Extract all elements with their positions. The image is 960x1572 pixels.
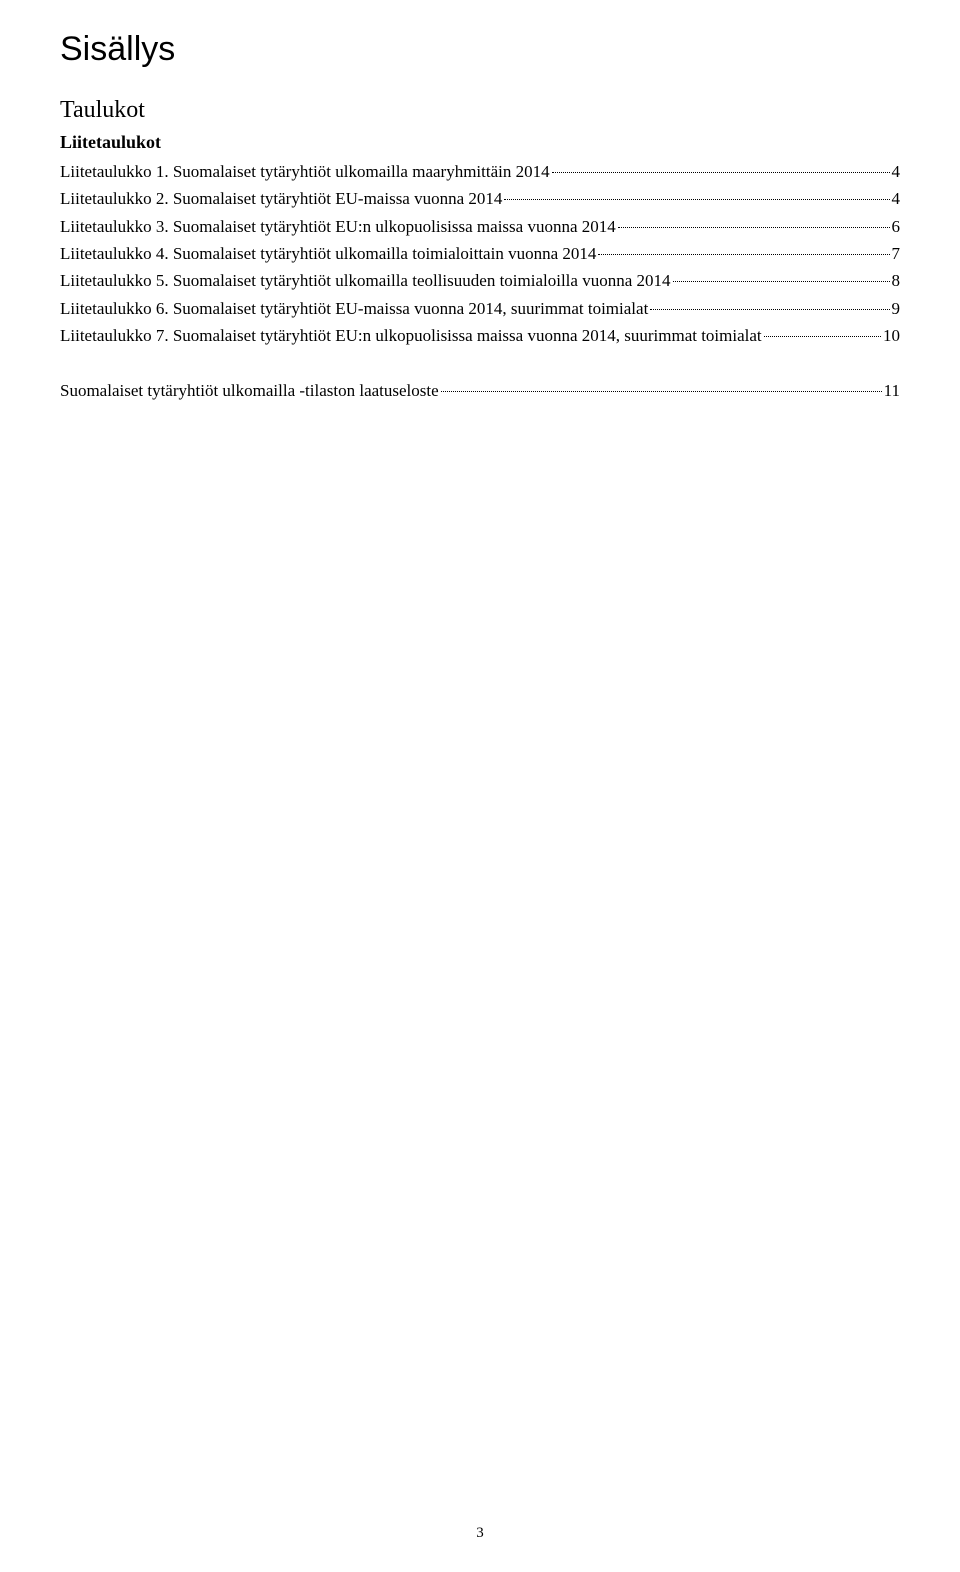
subsection-heading-liitetaulukot: Liitetaulukot bbox=[60, 132, 900, 153]
toc-dots bbox=[598, 254, 889, 255]
toc-entry: Liitetaulukko 5. Suomalaiset tytäryhtiöt… bbox=[60, 268, 900, 294]
toc-label: Liitetaulukko 6. Suomalaiset tytäryhtiöt… bbox=[60, 296, 648, 322]
page-number: 3 bbox=[476, 1525, 484, 1542]
toc-page: 9 bbox=[892, 296, 901, 322]
toc-dots bbox=[441, 391, 882, 392]
page-title: Sisällys bbox=[60, 30, 900, 69]
toc-label: Liitetaulukko 2. Suomalaiset tytäryhtiöt… bbox=[60, 186, 502, 212]
toc-entry: Liitetaulukko 7. Suomalaiset tytäryhtiöt… bbox=[60, 323, 900, 349]
toc-entry: Liitetaulukko 6. Suomalaiset tytäryhtiöt… bbox=[60, 296, 900, 322]
toc-dots bbox=[764, 336, 881, 337]
appendix-label: Suomalaiset tytäryhtiöt ulkomailla -tila… bbox=[60, 378, 439, 404]
toc-entry: Liitetaulukko 1. Suomalaiset tytäryhtiöt… bbox=[60, 159, 900, 185]
appendix-page: 11 bbox=[884, 378, 900, 404]
toc-page: 10 bbox=[883, 323, 900, 349]
toc-label: Liitetaulukko 3. Suomalaiset tytäryhtiöt… bbox=[60, 214, 616, 240]
toc-page: 7 bbox=[892, 241, 901, 267]
toc-page: 4 bbox=[892, 186, 901, 212]
toc-entry: Liitetaulukko 4. Suomalaiset tytäryhtiöt… bbox=[60, 241, 900, 267]
toc-page: 4 bbox=[892, 159, 901, 185]
toc-page: 8 bbox=[892, 268, 901, 294]
toc-dots bbox=[552, 172, 890, 173]
toc-entry: Liitetaulukko 3. Suomalaiset tytäryhtiöt… bbox=[60, 214, 900, 240]
toc-entry: Liitetaulukko 2. Suomalaiset tytäryhtiöt… bbox=[60, 186, 900, 212]
toc-label: Liitetaulukko 7. Suomalaiset tytäryhtiöt… bbox=[60, 323, 762, 349]
toc-page: 6 bbox=[892, 214, 901, 240]
section-heading-taulukot: Taulukot bbox=[60, 97, 900, 124]
toc-label: Liitetaulukko 5. Suomalaiset tytäryhtiöt… bbox=[60, 268, 671, 294]
toc-label: Liitetaulukko 4. Suomalaiset tytäryhtiöt… bbox=[60, 241, 596, 267]
toc-dots bbox=[618, 227, 890, 228]
toc-dots bbox=[650, 309, 889, 310]
appendix-entry: Suomalaiset tytäryhtiöt ulkomailla -tila… bbox=[60, 378, 900, 404]
toc-dots bbox=[673, 281, 890, 282]
toc-dots bbox=[504, 199, 889, 200]
toc-label: Liitetaulukko 1. Suomalaiset tytäryhtiöt… bbox=[60, 159, 550, 185]
